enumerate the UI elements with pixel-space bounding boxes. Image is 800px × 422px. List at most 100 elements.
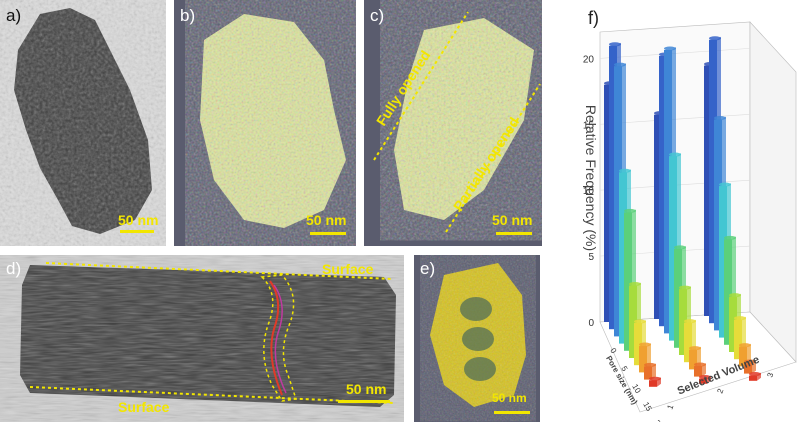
bar-top: [684, 319, 696, 324]
bar-top: [624, 208, 636, 213]
bar: [739, 346, 747, 367]
bar: [729, 296, 737, 352]
bar-side: [652, 363, 656, 380]
bar: [694, 366, 702, 377]
surface-label-top: Surface: [322, 261, 374, 277]
bar-chart-3d: 0510152005101520123: [583, 21, 797, 422]
scale-bar-a: [120, 230, 154, 233]
panel-c: c) Fully opened Partially opened 50 nm: [364, 0, 542, 246]
bar-top: [664, 46, 676, 51]
pore-tick-label: 5: [619, 365, 629, 374]
bar-top: [734, 316, 746, 321]
tomogram-render-c: [373, 11, 541, 233]
scale-bar-b: [310, 232, 346, 235]
surface-label-bottom: Surface: [118, 399, 170, 415]
bar-top: [749, 372, 761, 377]
bar-top: [614, 62, 626, 67]
tomogram-render-b: [200, 14, 346, 228]
panel-label-f: f): [588, 8, 599, 28]
scale-label-b: 50 nm: [306, 212, 347, 228]
panel-a: a) 50 nm: [0, 0, 166, 246]
scale-bar-e: [494, 411, 530, 414]
scale-label-a: 50 nm: [118, 212, 159, 228]
bar: [669, 156, 677, 341]
bar-top: [699, 375, 711, 380]
scale-bar-d: [338, 400, 390, 403]
bar: [674, 248, 682, 348]
bar-top: [709, 36, 721, 41]
volume-tick-label: 1: [665, 403, 675, 411]
bar: [734, 319, 742, 360]
y-tick-label: 20: [583, 54, 595, 65]
scale-bar-c: [496, 232, 532, 235]
panel-e: e) 50 nm: [414, 255, 540, 422]
scale-label-c: 50 nm: [492, 212, 533, 228]
bar-side: [752, 360, 756, 374]
bar: [699, 378, 707, 384]
bar-top: [679, 285, 691, 290]
bar-top: [669, 152, 681, 157]
panel-label-c: c): [370, 6, 385, 25]
bar-top: [609, 42, 621, 47]
side-wall: [749, 21, 797, 363]
bar-top: [689, 346, 701, 351]
bar-top: [639, 342, 651, 347]
bar: [659, 55, 667, 327]
panel-d: d) Surface Surface 50 nm: [0, 255, 404, 422]
bar-top: [674, 245, 686, 250]
bar-top: [729, 293, 741, 298]
pore-tick-label: 0: [608, 347, 618, 356]
bar: [689, 349, 697, 370]
scale-label-e: 50 nm: [492, 391, 527, 405]
bar: [624, 212, 632, 351]
bar: [649, 380, 657, 387]
bar-side: [702, 363, 706, 377]
bar: [604, 84, 612, 323]
bar: [644, 366, 652, 380]
bar-top: [724, 235, 736, 240]
pore-tick-label: 20: [652, 419, 665, 422]
y-tick-label: 10: [583, 186, 595, 197]
y-axis-title: Relative Frequency (%): [583, 104, 600, 252]
bar: [629, 285, 637, 358]
bar: [679, 289, 687, 355]
y-tick-label: 15: [583, 120, 595, 131]
bar-top: [629, 282, 641, 286]
bar-top: [714, 115, 726, 120]
volume-tick-label: 2: [715, 387, 725, 395]
bar: [609, 45, 617, 330]
bar: [634, 323, 642, 366]
panel-b: b) 50 nm: [174, 0, 356, 246]
bar-top: [719, 182, 731, 187]
panel-label-b: b): [180, 6, 196, 25]
bar: [719, 186, 727, 338]
bar: [724, 239, 732, 345]
tem-image-a: [0, 0, 166, 246]
bar-top: [744, 359, 756, 364]
bar-top: [739, 343, 751, 348]
bar-top: [649, 376, 661, 381]
cross-section-image-d: [20, 262, 396, 407]
bar-top: [619, 168, 631, 173]
bar: [664, 49, 672, 334]
volume-tick-label: 3: [765, 371, 775, 379]
bar-top: [694, 362, 706, 367]
bar: [749, 375, 757, 381]
panel-label-e: e): [420, 259, 436, 278]
bar: [704, 65, 712, 316]
tomogram-render-e: [430, 263, 526, 407]
bar: [614, 66, 622, 337]
bar: [639, 346, 647, 373]
bar: [654, 114, 662, 319]
y-tick-label: 5: [588, 252, 594, 263]
bar: [619, 172, 627, 344]
bar: [684, 322, 692, 363]
scale-label-d: 50 nm: [346, 381, 387, 397]
bar: [714, 119, 722, 331]
bar: [744, 363, 752, 374]
bar: [709, 39, 717, 324]
bar-top: [634, 319, 646, 324]
y-tick-label: 0: [588, 318, 594, 329]
panel-label-a: a): [6, 6, 22, 25]
bar-top: [644, 362, 656, 367]
